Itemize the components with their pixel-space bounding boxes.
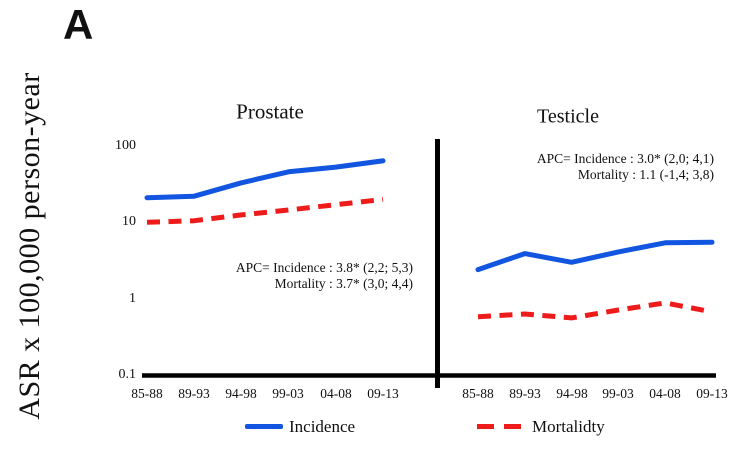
x-tick-testicle-89-93: 89-93 — [509, 386, 541, 401]
x-tick-prostate-85-88: 85-88 — [131, 386, 163, 401]
y-tick-0.1: 0.1 — [118, 367, 137, 382]
testicle-apc-line2: Mortality : 1.1 (-1,4; 3,8) — [577, 167, 714, 182]
x-tick-testicle-85-88: 85-88 — [462, 386, 494, 401]
y-tick-1: 1 — [129, 291, 136, 306]
prostate-apc-annotation: APC= Incidence : 3.8* (2,2; 5,3) Mortali… — [236, 260, 413, 292]
prostate-panel-title: Prostate — [236, 99, 304, 124]
testicle-apc-line1: APC= Incidence : 3.0* (2,0; 4,1) — [536, 151, 714, 166]
legend-mortality-label: Mortalidty — [532, 417, 605, 436]
y-tick-100: 100 — [115, 138, 136, 153]
x-tick-testicle-04-08: 04-08 — [649, 386, 681, 401]
prostate-apc-line1: APC= Incidence : 3.8* (2,2; 5,3) — [235, 260, 413, 275]
testicle-incidence-line — [475, 239, 715, 273]
x-tick-prostate-89-93: 89-93 — [178, 386, 210, 401]
prostate-mortality-line — [146, 196, 384, 225]
testicle-mortality-line — [477, 300, 713, 321]
x-tick-testicle-94-98: 94-98 — [556, 386, 588, 401]
x-tick-prostate-09-13: 09-13 — [367, 386, 399, 401]
prostate-apc-line2: Mortality : 3.7* (3,0; 4,4) — [274, 276, 413, 291]
x-tick-prostate-04-08: 04-08 — [320, 386, 352, 401]
panel-letter: A — [63, 1, 94, 48]
legend-incidence-line-swatch — [245, 424, 283, 429]
x-tick-testicle-09-13: 09-13 — [696, 386, 728, 401]
x-tick-prostate-94-98: 94-98 — [225, 386, 257, 401]
testicle-panel-title: Testicle — [537, 105, 599, 128]
y-tick-10: 10 — [122, 214, 136, 229]
legend-mortality-line-swatch — [477, 424, 521, 429]
prostate-incidence-line — [144, 158, 386, 201]
testicle-apc-annotation: APC= Incidence : 3.0* (2,0; 4,1) Mortali… — [537, 151, 714, 183]
x-tick-testicle-99-03: 99-03 — [602, 386, 634, 401]
legend-incidence-label: Incidence — [289, 417, 356, 436]
x-tick-prostate-99-03: 99-03 — [272, 386, 304, 401]
